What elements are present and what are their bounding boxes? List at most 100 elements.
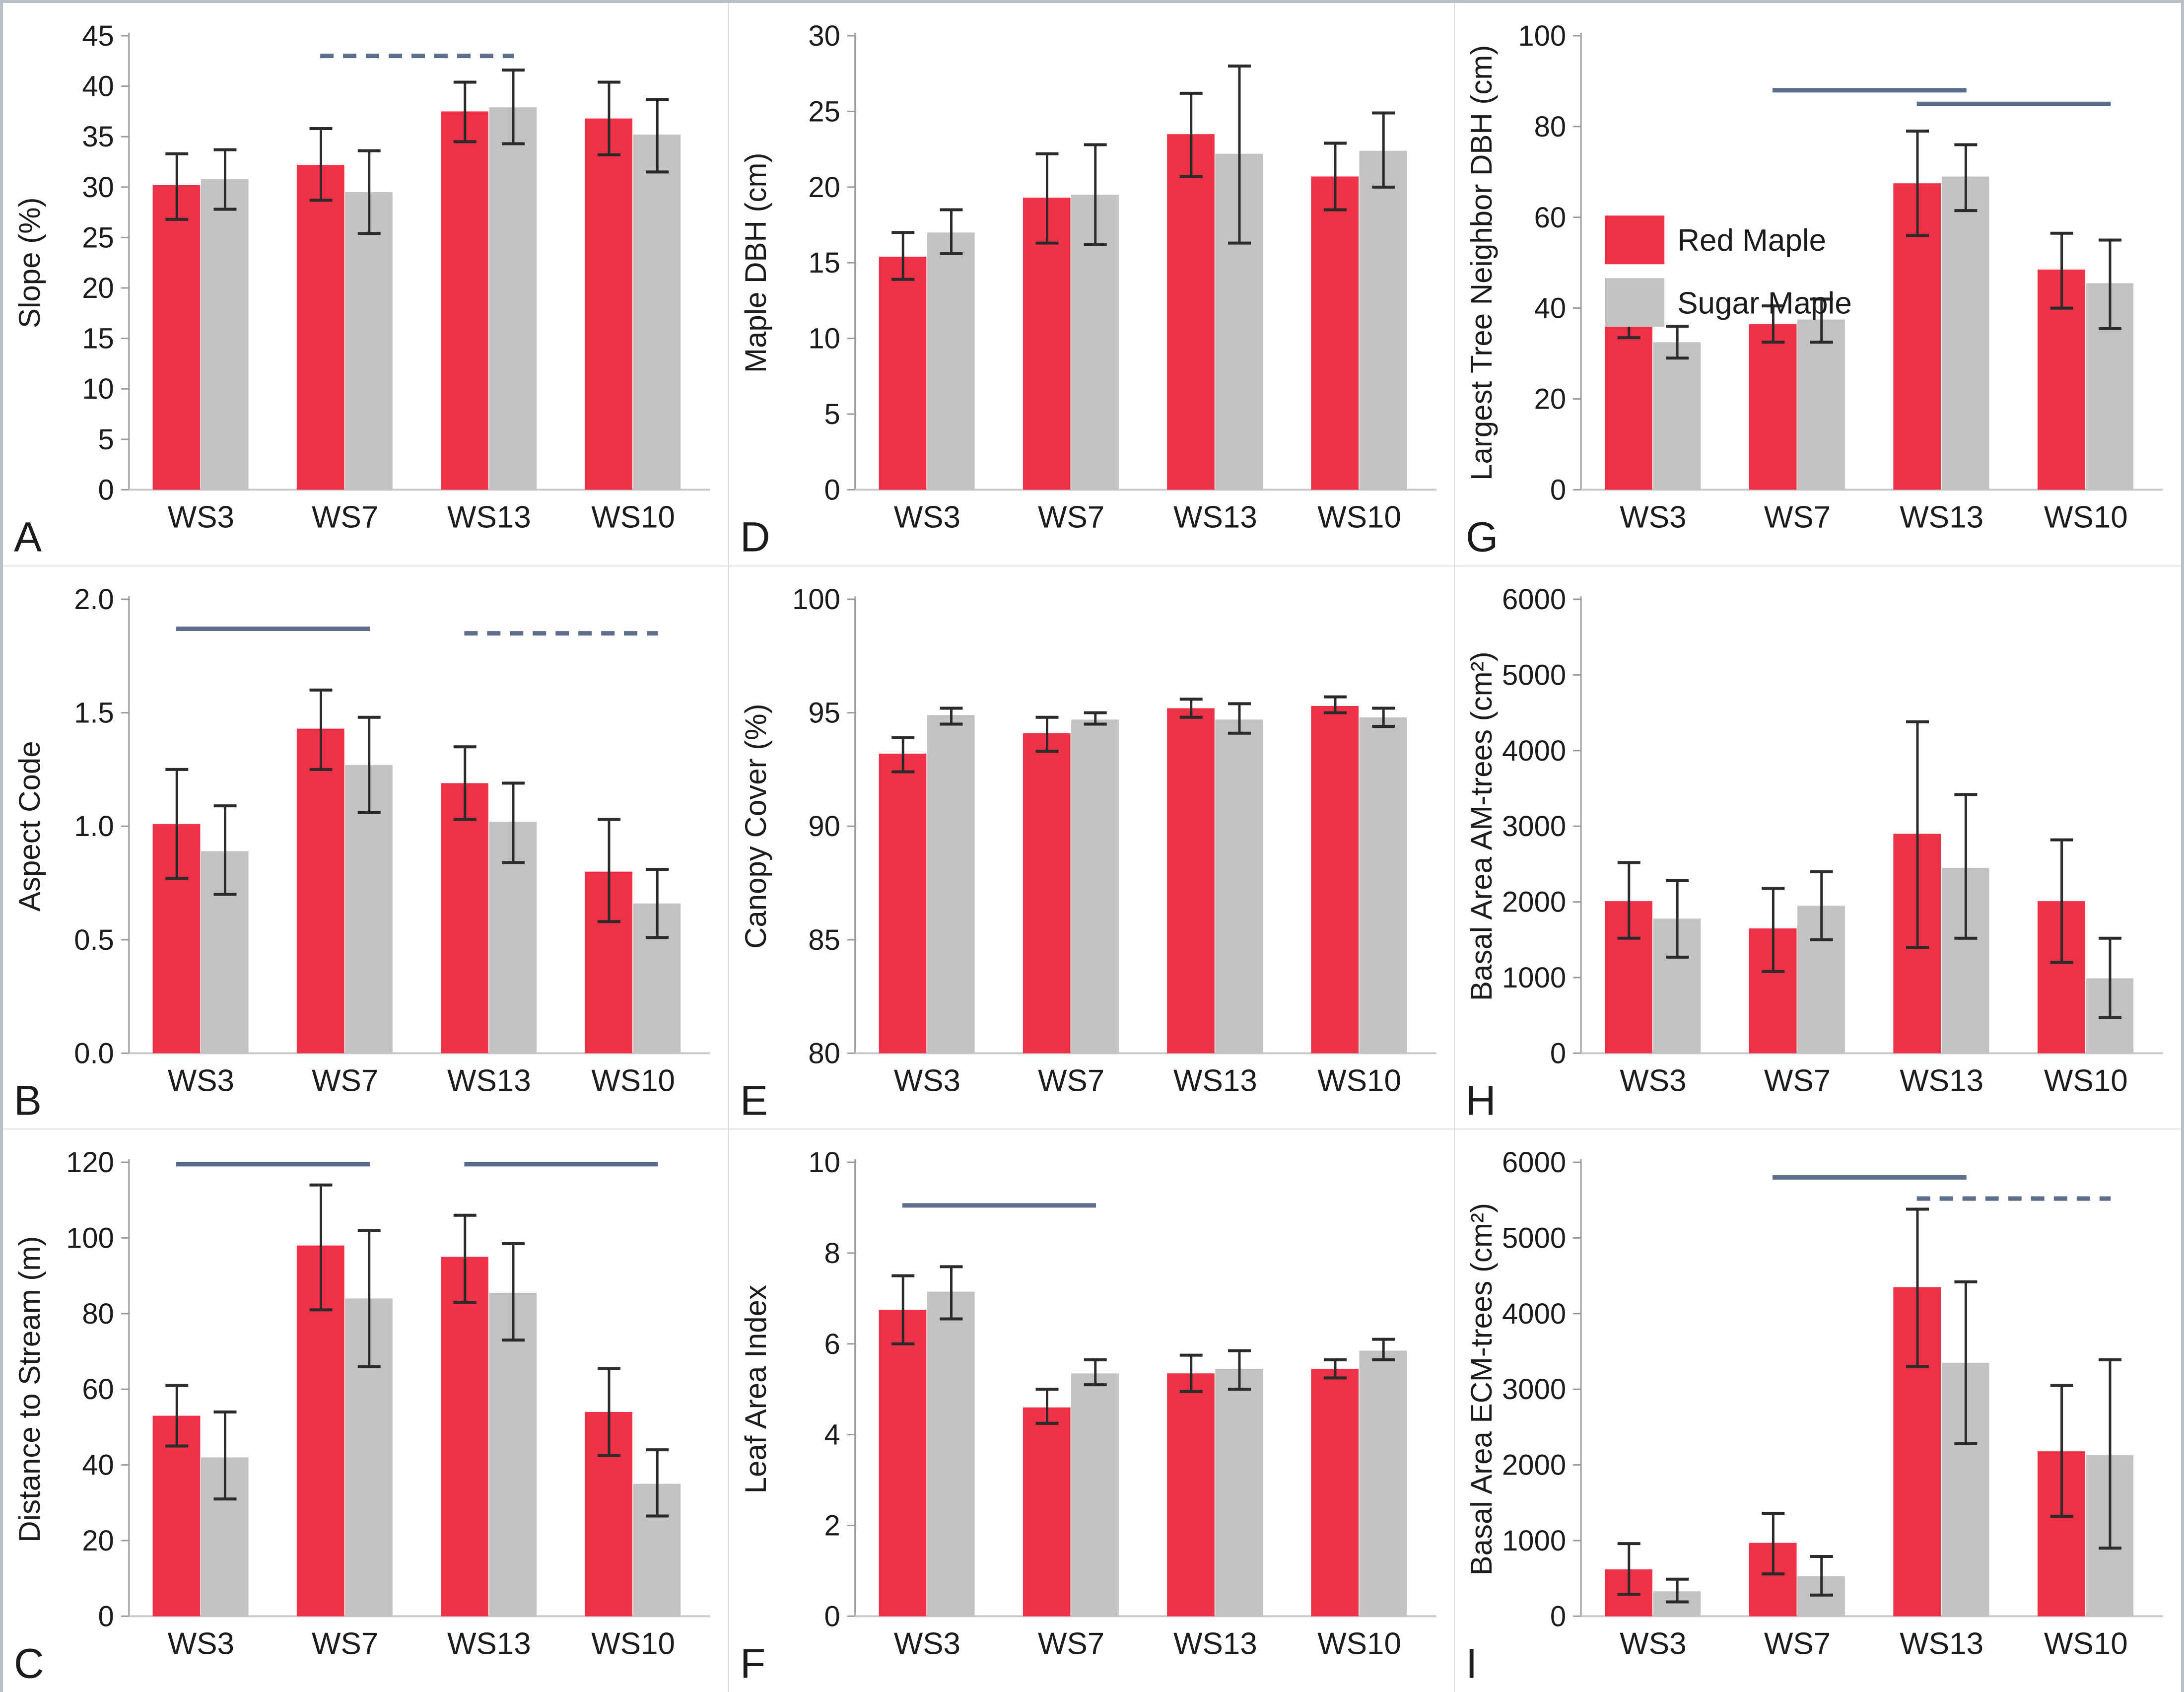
legend-label: Sugar Maple <box>1678 286 1852 320</box>
chart-G: 0 20 40 60 80 100 Largest Tree Neighbor DBH (c… <box>1465 20 2163 560</box>
y-tick-label: 60 <box>1534 202 1567 234</box>
y-tick-label: 30 <box>82 172 114 204</box>
legend-label: Red Maple <box>1678 223 1827 258</box>
y-axis-title: Basal Area AM-trees (cm²) <box>1465 651 1498 1001</box>
y-tick-label: 4000 <box>1502 1298 1566 1330</box>
bar-sugar-maple-WS13 <box>489 107 537 490</box>
y-tick-label: 5 <box>98 424 114 456</box>
x-category-label: WS13 <box>1173 500 1257 534</box>
y-tick-label: 10 <box>808 1147 840 1179</box>
y-tick-label: 0.0 <box>74 1038 114 1069</box>
panel-D: 0 5 10 15 20 25 30 Maple DBH (cm) WS3 WS7 WS13 WS10… <box>729 3 1455 566</box>
panel-G: 0 20 40 60 80 100 Largest Tree Neighbor DBH (c… <box>1455 3 2181 566</box>
y-axis-title: Basal Area ECM-trees (cm²) <box>1465 1203 1498 1575</box>
bar-sugar-maple-WS3 <box>1653 342 1701 490</box>
y-tick-label: 0 <box>1550 1037 1566 1069</box>
bar-red-maple-WS10 <box>1311 1369 1359 1617</box>
x-category-label: WS3 <box>168 1626 234 1661</box>
y-tick-label: 0 <box>1550 474 1566 506</box>
y-axis-title: Canopy Cover (%) <box>739 704 772 949</box>
y-tick-label: 15 <box>808 247 840 279</box>
y-tick-label: 80 <box>1534 111 1567 143</box>
y-axis-title: Aspect Code <box>13 741 46 912</box>
bar-red-maple-WS13 <box>1166 134 1215 490</box>
panel-H: 0 1000 2000 3000 4000 5000 6000 Basal Area AM-t… <box>1455 566 2181 1129</box>
y-tick-label: 60 <box>82 1374 114 1406</box>
bar-red-maple-WS3 <box>1605 322 1653 490</box>
y-tick-label: 80 <box>808 1038 840 1069</box>
x-category-label: WS13 <box>1900 1626 1984 1661</box>
bar-sugar-maple-WS10 <box>1359 1350 1407 1617</box>
x-category-label: WS7 <box>312 1063 378 1098</box>
bar-sugar-maple-WS3 <box>201 179 249 490</box>
y-tick-label: 3000 <box>1502 810 1566 843</box>
y-tick-label: 20 <box>1534 383 1567 416</box>
y-tick-label: 45 <box>82 20 114 52</box>
bar-red-maple-WS13 <box>441 1257 488 1617</box>
y-axis-title: Distance to Stream (m) <box>13 1236 46 1543</box>
y-tick-label: 40 <box>82 1450 114 1481</box>
y-axis-title: Slope (%) <box>13 197 46 328</box>
x-category-label: WS7 <box>312 500 378 534</box>
bar-sugar-maple-WS13 <box>489 1292 537 1617</box>
y-tick-label: 40 <box>82 71 114 103</box>
y-tick-label: 120 <box>66 1147 114 1179</box>
x-category-label: WS13 <box>447 1626 531 1661</box>
bar-red-maple-WS10 <box>585 118 633 490</box>
y-tick-label: 20 <box>808 172 840 204</box>
y-tick-label: 1.0 <box>74 811 114 843</box>
x-category-label: WS7 <box>1038 500 1104 534</box>
bar-sugar-maple-WS10 <box>1359 717 1407 1053</box>
chart-B: 0.0 0.5 1.0 1.5 2.0 Aspect Code WS3 WS7 WS13 WS10… <box>13 584 710 1124</box>
panel-letter-F: F <box>740 1640 765 1687</box>
y-tick-label: 100 <box>792 584 840 616</box>
chart-A: 0 5 10 15 20 25 30 35 40 45 Slope (%) WS3 WS7 WS13 WS1… <box>13 20 710 560</box>
x-category-label: WS13 <box>447 1063 531 1098</box>
chart-C: 0 20 40 60 80 100 120 Distance to Stream (m) WS3… <box>13 1147 710 1687</box>
bar-sugar-maple-WS10 <box>1359 150 1407 490</box>
panel-letter-C: C <box>14 1640 44 1687</box>
y-tick-label: 0.5 <box>74 924 114 956</box>
panel-I: 0 1000 2000 3000 4000 5000 6000 Basal Area ECM-… <box>1455 1129 2181 1692</box>
y-tick-label: 20 <box>82 273 114 304</box>
x-category-label: WS10 <box>1317 1063 1401 1098</box>
x-category-label: WS3 <box>168 1063 234 1098</box>
bar-sugar-maple-WS7 <box>1797 319 1845 490</box>
y-tick-label: 0 <box>98 1601 114 1632</box>
x-category-label: WS7 <box>312 1626 378 1661</box>
bar-red-maple-WS13 <box>441 782 488 1053</box>
x-category-label: WS13 <box>447 500 531 534</box>
y-tick-label: 0 <box>824 1601 840 1632</box>
x-category-label: WS3 <box>1620 1626 1687 1661</box>
y-axis-title: Maple DBH (cm) <box>739 153 772 373</box>
x-category-label: WS10 <box>591 1626 675 1661</box>
x-category-label: WS13 <box>1173 1626 1257 1661</box>
y-tick-label: 80 <box>82 1298 114 1330</box>
x-category-label: WS13 <box>1900 500 1984 534</box>
chart-E: 80 85 90 95 100 Canopy Cover (%) WS3 WS7 WS13 WS1… <box>739 584 1436 1124</box>
legend-swatch-red-maple <box>1605 215 1665 265</box>
bar-red-maple-WS3 <box>879 753 927 1053</box>
x-category-label: WS13 <box>1900 1063 1984 1098</box>
bar-red-maple-WS13 <box>441 111 488 490</box>
bar-red-maple-WS3 <box>879 257 927 490</box>
chart-H: 0 1000 2000 3000 4000 5000 6000 Basal Area AM-t… <box>1465 583 2163 1124</box>
bar-red-maple-WS7 <box>1749 324 1797 490</box>
x-category-label: WS7 <box>1038 1626 1104 1661</box>
y-tick-label: 100 <box>66 1222 114 1254</box>
panel-A: 0 5 10 15 20 25 30 35 40 45 Slope (%) WS3 WS7 WS13 WS1… <box>3 3 729 566</box>
x-category-label: WS3 <box>168 500 234 534</box>
y-tick-label: 6 <box>824 1329 840 1360</box>
bar-sugar-maple-WS7 <box>345 192 393 490</box>
y-tick-label: 2000 <box>1502 886 1566 918</box>
y-tick-label: 85 <box>808 924 840 956</box>
bar-sugar-maple-WS13 <box>1215 719 1263 1053</box>
x-category-label: WS10 <box>591 500 675 534</box>
y-tick-label: 5 <box>824 399 840 430</box>
bar-red-maple-WS3 <box>879 1310 927 1617</box>
bar-sugar-maple-WS13 <box>1215 1369 1263 1617</box>
y-tick-label: 2000 <box>1502 1449 1566 1481</box>
y-tick-label: 5000 <box>1502 1222 1566 1254</box>
